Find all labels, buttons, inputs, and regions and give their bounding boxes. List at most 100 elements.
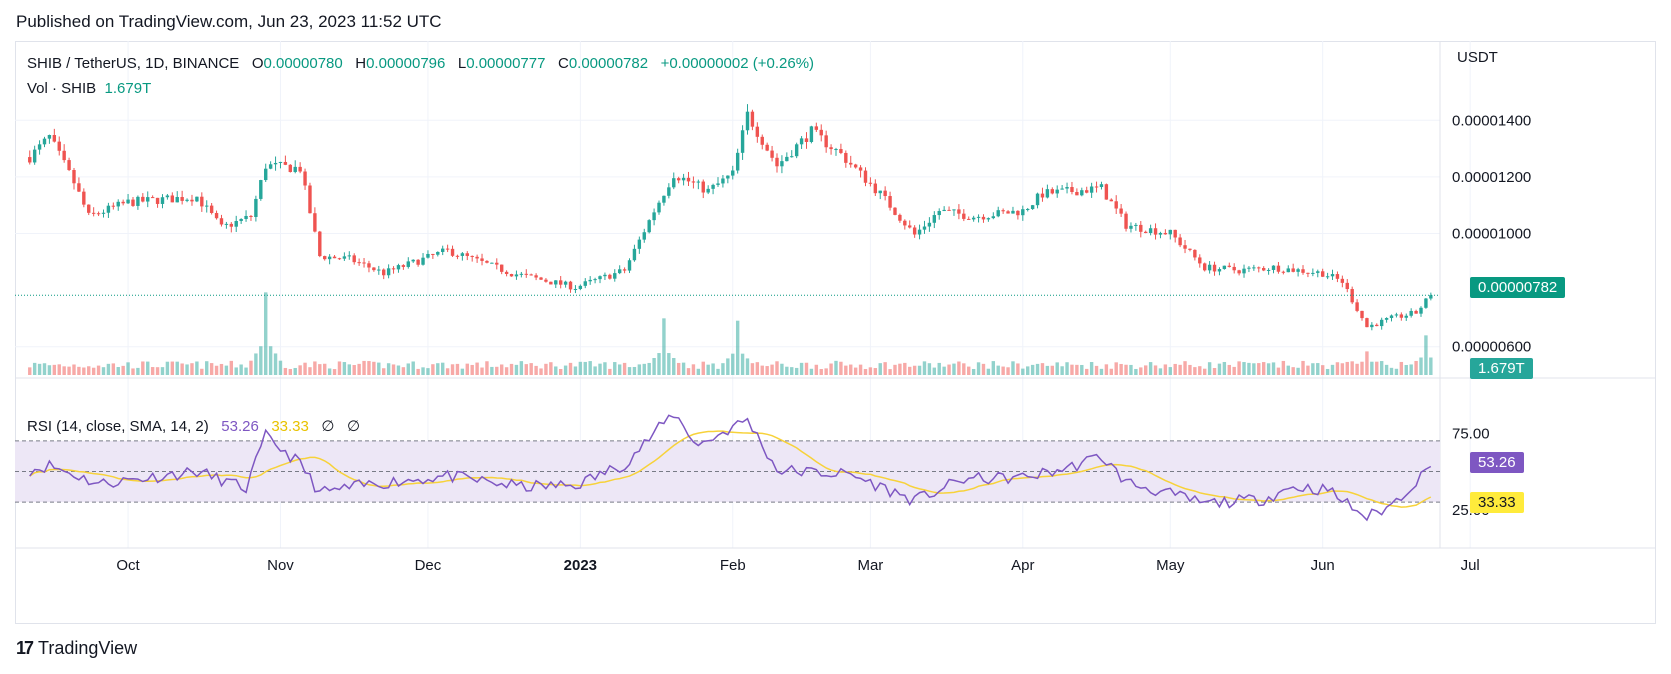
volume-bar (283, 367, 288, 375)
candle-body (573, 288, 578, 290)
volume-bar (436, 363, 440, 375)
candle-body (740, 130, 745, 153)
candle-body (101, 212, 106, 214)
candle-body (1227, 265, 1231, 267)
volume-bar (1114, 362, 1118, 375)
time-tick-label: Feb (720, 557, 746, 574)
volume-bar (175, 361, 179, 375)
volume-bar (770, 364, 774, 375)
candle-body (809, 126, 814, 142)
volume-bar (952, 363, 956, 375)
candle-body (1217, 269, 1222, 272)
candle-body (794, 144, 799, 157)
price-tick-label: 0.00001200 (1452, 169, 1531, 186)
candle-body (721, 178, 725, 184)
volume-bar (1026, 366, 1030, 375)
volume-bar (1316, 363, 1320, 375)
volume-bar (853, 367, 858, 375)
candle-body (691, 181, 696, 183)
candle-body (888, 196, 892, 208)
volume-bar (716, 368, 720, 375)
volume-bar (244, 367, 248, 375)
volume-bar (1242, 362, 1246, 375)
candle-body (42, 138, 47, 145)
candle-body (878, 190, 882, 194)
volume-bar (1404, 364, 1408, 375)
volume-bar (190, 363, 194, 375)
volume-bar (1188, 364, 1192, 375)
candle-body (1198, 257, 1202, 264)
volume-bar (539, 368, 543, 375)
candle-body (981, 216, 986, 220)
volume-bar (1035, 363, 1040, 375)
tradingview-brand[interactable]: 17 TradingView (16, 638, 137, 659)
volume-bar (323, 363, 327, 375)
candle-body (824, 135, 828, 148)
volume-bar (962, 363, 966, 375)
volume-bar (490, 366, 494, 375)
candle-body (1237, 270, 1241, 274)
candle-body (1178, 237, 1182, 246)
candle-body (681, 177, 686, 181)
candle-body (470, 255, 474, 257)
candle-body (1030, 205, 1035, 209)
candle-body (1193, 249, 1197, 258)
volume-bar (362, 360, 366, 375)
volume-bar (1158, 368, 1163, 375)
candle-body (1202, 263, 1207, 271)
candle-body (1345, 282, 1349, 290)
candle-body (844, 152, 848, 163)
candle-body (1173, 229, 1177, 238)
volume-bar (165, 361, 170, 375)
chart-frame[interactable] (15, 41, 1656, 624)
volume-bar (676, 362, 681, 375)
volume-bar (96, 365, 101, 375)
rsi-ma-line (29, 430, 1432, 508)
volume-bar (1379, 361, 1384, 375)
volume-bar (760, 365, 764, 375)
rsi-legend: RSI (14, close, SMA, 14, 2) 53.26 33.33 … (27, 417, 360, 435)
candle-body (303, 171, 307, 186)
candle-body (465, 253, 469, 256)
candle-body (829, 147, 833, 150)
rsi-label[interactable]: RSI (14, close, SMA, 14, 2) (27, 418, 209, 435)
candle-body (131, 199, 135, 206)
candle-body (421, 257, 425, 265)
volume-bar (1286, 365, 1290, 375)
volume-bar (903, 362, 907, 375)
candle-body (608, 274, 612, 279)
candle-body (308, 185, 312, 214)
time-tick-label: Nov (267, 557, 294, 574)
volume-bar (637, 364, 642, 375)
volume-bar (195, 361, 199, 375)
volume-bar (1227, 364, 1231, 375)
time-tick-label: Jun (1311, 557, 1335, 574)
volume-label[interactable]: Vol · SHIB (27, 80, 97, 97)
volume-bar (1301, 360, 1305, 375)
candle-body (47, 135, 52, 139)
last-price-badge: 0.00000782 (1470, 277, 1566, 298)
volume-bar (627, 367, 632, 375)
volume-bar (450, 364, 455, 375)
volume-bar (976, 362, 981, 375)
tradingview-logo-icon: 17 (16, 638, 34, 658)
volume-bar (1291, 367, 1295, 375)
volume-bar (824, 368, 828, 375)
candle-body (790, 156, 794, 158)
symbol-label[interactable]: SHIB / TetherUS, 1D, BINANCE (27, 55, 240, 72)
volume-bar (421, 367, 425, 375)
candle-body (1257, 267, 1261, 269)
candle-body (396, 265, 401, 270)
candle-body (883, 190, 887, 197)
volume-bar (475, 362, 479, 375)
candle-body (652, 212, 656, 221)
candle-body (1001, 210, 1005, 212)
volume-bar (908, 366, 912, 375)
volume-bar (893, 364, 897, 375)
candle-body (780, 161, 784, 167)
price-legend: SHIB / TetherUS, 1D, BINANCE O0.00000780… (27, 55, 814, 72)
volume-bar (898, 363, 902, 375)
volume-bar (372, 361, 376, 375)
volume-bar (598, 363, 602, 375)
